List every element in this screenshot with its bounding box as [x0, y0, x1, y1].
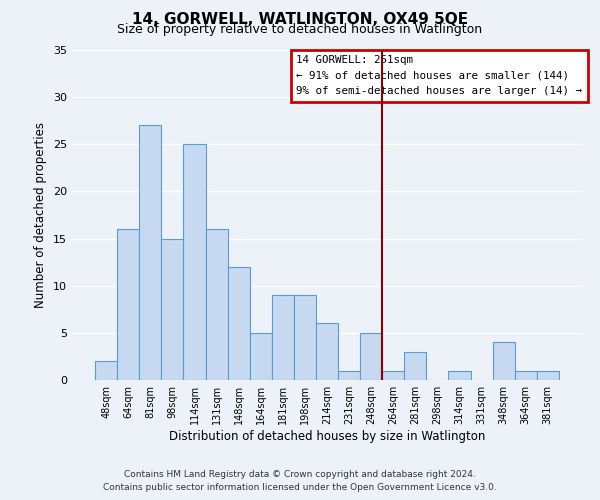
- X-axis label: Distribution of detached houses by size in Watlington: Distribution of detached houses by size …: [169, 430, 485, 442]
- Bar: [515, 370, 537, 380]
- Bar: [206, 229, 227, 380]
- Bar: [338, 370, 360, 380]
- Bar: [448, 370, 470, 380]
- Bar: [250, 333, 272, 380]
- Bar: [294, 295, 316, 380]
- Bar: [316, 324, 338, 380]
- Text: 14, GORWELL, WATLINGTON, OX49 5QE: 14, GORWELL, WATLINGTON, OX49 5QE: [132, 12, 468, 28]
- Y-axis label: Number of detached properties: Number of detached properties: [34, 122, 47, 308]
- Bar: [382, 370, 404, 380]
- Bar: [95, 361, 117, 380]
- Bar: [537, 370, 559, 380]
- Text: 14 GORWELL: 251sqm
← 91% of detached houses are smaller (144)
9% of semi-detache: 14 GORWELL: 251sqm ← 91% of detached hou…: [296, 55, 583, 96]
- Bar: [360, 333, 382, 380]
- Bar: [493, 342, 515, 380]
- Bar: [227, 267, 250, 380]
- Bar: [161, 238, 184, 380]
- Text: Contains HM Land Registry data © Crown copyright and database right 2024.
Contai: Contains HM Land Registry data © Crown c…: [103, 470, 497, 492]
- Bar: [404, 352, 427, 380]
- Bar: [139, 126, 161, 380]
- Text: Size of property relative to detached houses in Watlington: Size of property relative to detached ho…: [118, 24, 482, 36]
- Bar: [117, 229, 139, 380]
- Bar: [272, 295, 294, 380]
- Bar: [184, 144, 206, 380]
